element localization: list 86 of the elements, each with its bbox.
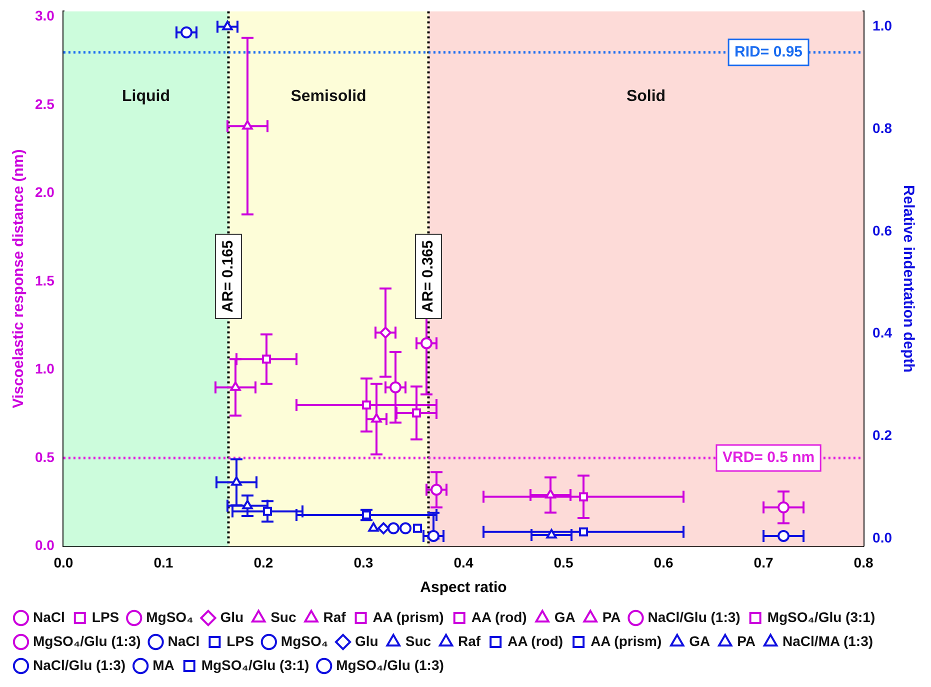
y-tick-label: 2.0 [34,184,55,200]
point [379,326,392,339]
legend-label: NaCl [168,632,200,649]
point [368,522,379,532]
legend-label: NaCl/MA (1:3) [782,632,874,649]
point [578,527,588,536]
point [778,501,790,514]
x-tick-label: 0.1 [154,554,174,570]
y-axis-title: Viscoelastic response distance (nm) [10,149,28,408]
legend-label: LPS [92,608,120,625]
point [230,381,241,391]
point [399,522,412,534]
point [546,528,557,538]
point [242,500,253,510]
legend-label: PA [737,632,756,649]
ref-line-label: AR= 0.165 [220,240,237,312]
y-tick-label: 0.5 [34,448,55,465]
legend-label: AA (rod) [508,632,564,649]
point [377,522,390,534]
ref-line-label: AR= 0.365 [420,240,437,312]
y2-tick-label: 0.0 [872,529,892,546]
legend-label: LPS [226,632,254,649]
x-tick-label: 0.4 [454,554,474,570]
point [412,408,422,418]
ref-line-label: RID= 0.95 [734,43,803,60]
point [545,489,556,499]
legend-label: Raf [323,608,346,625]
y2-axis-title: Relative indentation depth [900,185,917,373]
band-label: Liquid [122,88,170,105]
point [412,524,422,533]
legend-label: Raf [458,632,481,649]
point [362,400,372,410]
x-tick-label: 0.8 [854,554,874,570]
legend-label: MgSO₄ [280,632,328,649]
band-label: Semisolid [290,88,366,105]
legend-label: MgSO₄/Glu (3:1) [767,608,876,625]
legend-label: MgSO₄/Glu (3:1) [201,656,310,673]
y2-tick-label: 0.6 [872,222,892,238]
x-tick-label: 0.7 [754,554,774,570]
legend-label: Glu [355,632,378,649]
point [262,354,272,364]
point [222,20,233,30]
legend-label: AA (prism) [372,608,444,625]
legend-label: NaCl/Glu (1:3) [33,656,126,673]
x-tick-label: 0.5 [554,554,574,570]
point [231,476,242,486]
legend-label: Suc [405,632,432,649]
legend-label: NaCl/Glu (1:3) [648,608,740,625]
legend-label: GA [554,608,576,625]
y-tick-label: 0.0 [34,537,55,554]
point [180,26,192,38]
legend-label: Glu [220,608,244,625]
legend-label: MA [152,656,174,673]
legend-label: MgSO₄/Glu (1:3) [33,632,141,649]
band-label: Solid [626,88,666,105]
y2-tick-label: 0.2 [872,427,892,444]
x-tick-label: 0.3 [354,554,374,570]
legend-label: Suc [270,608,296,625]
point [430,484,442,496]
y2-tick-label: 1.0 [872,18,892,34]
legend-label: NaCl [33,608,65,625]
legend-label: AA (prism) [590,632,662,649]
point [262,506,272,516]
legend-label: GA [689,632,710,649]
y2-tick-label: 0.8 [872,120,892,136]
x-tick-label: 0.6 [654,554,674,570]
point [420,337,432,350]
x-axis-title: Aspect ratio [420,579,507,596]
point [778,530,790,542]
point [242,120,253,130]
legend-label: PA [602,608,621,625]
point [578,492,588,502]
legend-label: MgSO₄ [146,608,194,625]
y-tick-label: 1.0 [34,360,55,377]
y-tick-label: 3.0 [34,8,55,24]
point [387,522,400,534]
x-tick-label: 0.2 [254,554,274,570]
legend-label: AA (rod) [471,608,527,625]
point [371,413,382,423]
x-tick-label: 0.0 [54,554,74,570]
y-tick-label: 2.5 [34,96,55,112]
y2-tick-label: 0.4 [872,324,892,341]
point [427,530,440,542]
ref-line-label: VRD= 0.5 nm [722,449,815,466]
legend-label: MgSO₄/Glu (1:3) [336,656,444,673]
y-tick-label: 1.5 [34,272,55,288]
